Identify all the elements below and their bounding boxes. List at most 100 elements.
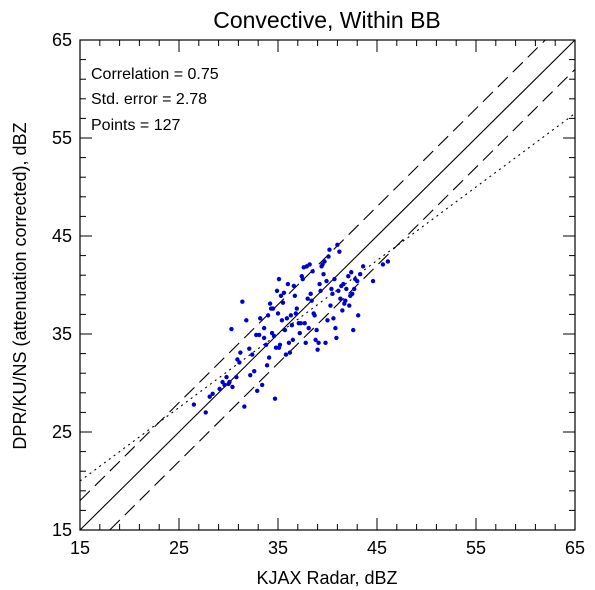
data-point xyxy=(328,303,333,308)
data-point xyxy=(229,326,234,332)
data-point xyxy=(261,335,267,341)
data-point xyxy=(267,301,273,306)
data-point xyxy=(370,278,376,284)
data-point xyxy=(380,262,386,267)
data-point xyxy=(288,313,294,318)
x-tick-label: 65 xyxy=(565,538,585,558)
data-point xyxy=(316,340,321,346)
data-point xyxy=(220,379,225,385)
data-point xyxy=(335,242,340,248)
x-tick-label: 15 xyxy=(70,538,90,558)
data-point xyxy=(340,308,345,313)
data-point xyxy=(357,272,363,277)
data-point xyxy=(352,286,357,292)
data-point xyxy=(312,313,317,318)
data-points xyxy=(191,242,391,415)
data-point xyxy=(237,360,242,365)
tick-labels: 15 25 35 45 55 65 15 25 35 45 55 65 xyxy=(52,30,585,558)
data-point xyxy=(266,355,272,360)
data-point xyxy=(294,306,300,311)
x-tick-label: 45 xyxy=(367,538,387,558)
data-point xyxy=(332,276,337,282)
data-point xyxy=(217,386,222,392)
data-point xyxy=(280,300,286,305)
data-point xyxy=(284,316,290,321)
data-point xyxy=(255,388,260,394)
data-point xyxy=(308,291,313,297)
data-point xyxy=(271,333,277,339)
data-point xyxy=(259,382,265,388)
data-point xyxy=(330,291,335,297)
data-point xyxy=(320,262,325,267)
data-point xyxy=(252,369,257,374)
data-point xyxy=(343,298,348,303)
y-tick-label: 15 xyxy=(52,520,72,540)
chart-title: Convective, Within BB xyxy=(213,7,441,33)
data-point xyxy=(277,342,283,347)
data-point xyxy=(274,288,280,294)
data-point xyxy=(360,264,366,269)
data-point xyxy=(264,363,270,368)
x-tick-label: 35 xyxy=(268,538,288,558)
data-point xyxy=(230,384,235,390)
data-point xyxy=(226,381,231,387)
data-point xyxy=(286,340,292,346)
data-point xyxy=(355,278,360,284)
data-point xyxy=(265,313,271,318)
y-tick-label: 45 xyxy=(52,226,72,246)
data-point xyxy=(254,332,259,338)
data-point xyxy=(317,281,322,287)
data-point xyxy=(273,345,279,350)
y-tick-label: 35 xyxy=(52,324,72,344)
data-point xyxy=(338,296,343,301)
data-point xyxy=(285,281,291,287)
data-point xyxy=(305,296,310,301)
reference-lines xyxy=(80,40,575,530)
data-point xyxy=(309,298,314,303)
data-point xyxy=(324,278,329,284)
data-point xyxy=(275,311,281,316)
data-point xyxy=(314,327,319,333)
reference-line-dashed xyxy=(108,69,575,530)
y-axis-label: DPR/KU/NS (attenuation corrected), dBZ xyxy=(10,122,30,449)
stat-points: Points = 127 xyxy=(91,117,181,134)
data-point xyxy=(329,286,334,292)
data-point xyxy=(279,318,285,323)
data-point xyxy=(297,330,302,336)
data-point xyxy=(210,391,215,396)
data-point xyxy=(234,374,239,380)
data-point xyxy=(247,346,252,351)
data-point xyxy=(300,276,305,282)
data-point xyxy=(339,283,344,289)
data-point xyxy=(351,327,356,333)
x-axis-label: KJAX Radar, dBZ xyxy=(256,568,397,588)
data-point xyxy=(298,321,303,326)
data-point xyxy=(276,276,282,282)
data-point xyxy=(337,249,342,254)
data-point xyxy=(303,340,308,346)
data-point xyxy=(346,273,351,279)
data-point xyxy=(238,350,243,355)
data-point xyxy=(321,272,326,277)
data-point xyxy=(336,288,341,294)
data-point xyxy=(344,286,349,292)
data-point xyxy=(347,303,352,308)
data-point xyxy=(355,313,361,318)
data-point xyxy=(191,402,197,407)
data-point xyxy=(224,374,229,380)
x-tick-label: 55 xyxy=(466,538,486,558)
data-point xyxy=(291,283,297,289)
data-point xyxy=(244,318,249,323)
data-point xyxy=(327,247,332,252)
data-point xyxy=(240,299,245,304)
stat-std-error: Std. error = 2.78 xyxy=(91,91,207,108)
data-point xyxy=(293,311,299,316)
data-point xyxy=(310,269,315,274)
data-point xyxy=(331,316,336,321)
data-point xyxy=(307,262,312,267)
data-point xyxy=(203,410,208,415)
data-point xyxy=(281,290,287,296)
data-point xyxy=(272,396,278,401)
data-point xyxy=(207,394,212,399)
